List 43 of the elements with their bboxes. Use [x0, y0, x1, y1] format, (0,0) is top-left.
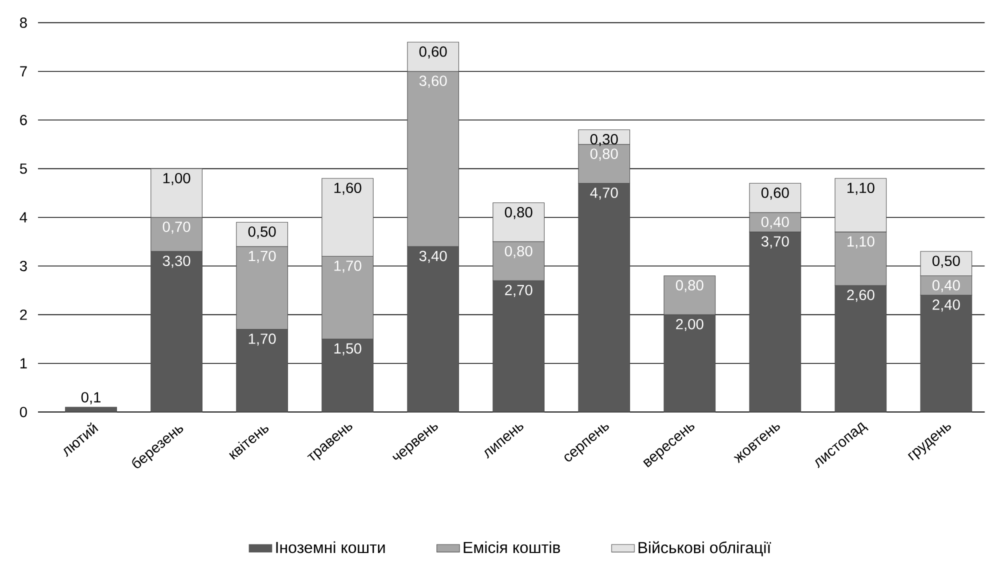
data-label: 2,60	[847, 290, 874, 302]
data-label: 0,60	[761, 188, 789, 200]
data-label: 0,50	[248, 226, 276, 239]
data-label: 1,10	[848, 236, 874, 248]
data-label: 1,70	[334, 260, 362, 273]
data-label: 4,70	[590, 188, 618, 200]
y-tick-label: 0	[20, 406, 27, 418]
legend-label: Іноземні кошти	[276, 541, 385, 554]
data-label: 0,1	[81, 392, 101, 404]
data-label: 2,00	[676, 318, 704, 332]
data-label: 3,30	[162, 256, 190, 268]
y-tick-label: 8	[20, 18, 27, 28]
y-tick-label: 1	[20, 358, 27, 368]
data-label: 0,50	[932, 256, 960, 268]
data-label: 1,70	[248, 250, 276, 263]
legend-label: Емісія коштів	[464, 541, 560, 554]
bar	[65, 406, 117, 412]
data-label: 3,40	[419, 250, 447, 263]
data-label: 0,40	[761, 216, 789, 229]
data-label: 2,70	[505, 284, 532, 297]
data-label: 0,80	[676, 280, 704, 292]
data-label: 0,80	[504, 207, 532, 220]
data-label: 0,70	[162, 222, 190, 234]
y-tick-label: 6	[20, 114, 27, 126]
data-label: 0,80	[504, 246, 532, 258]
data-label: 0,30	[590, 134, 618, 146]
data-label: 0,60	[419, 46, 447, 59]
data-label: 0,80	[590, 148, 618, 161]
data-label: 1,70	[248, 334, 276, 346]
data-label: 2,40	[932, 299, 960, 312]
data-label: 3,70	[761, 236, 789, 248]
y-tick-label: 5	[20, 164, 27, 174]
data-label: 0,40	[932, 280, 960, 292]
y-tick-label: 2	[20, 310, 27, 320]
y-tick-label: 4	[20, 212, 28, 222]
data-label: 1,50	[334, 343, 362, 356]
data-label: 1,60	[334, 182, 362, 195]
y-tick-label: 7	[20, 66, 27, 76]
legend-label: Військові облігації	[638, 541, 772, 556]
y-tick-label: 3	[20, 260, 27, 272]
data-label: 3,60	[419, 76, 447, 88]
data-label: 1,10	[848, 182, 874, 195]
data-label: 1,00	[163, 172, 190, 186]
